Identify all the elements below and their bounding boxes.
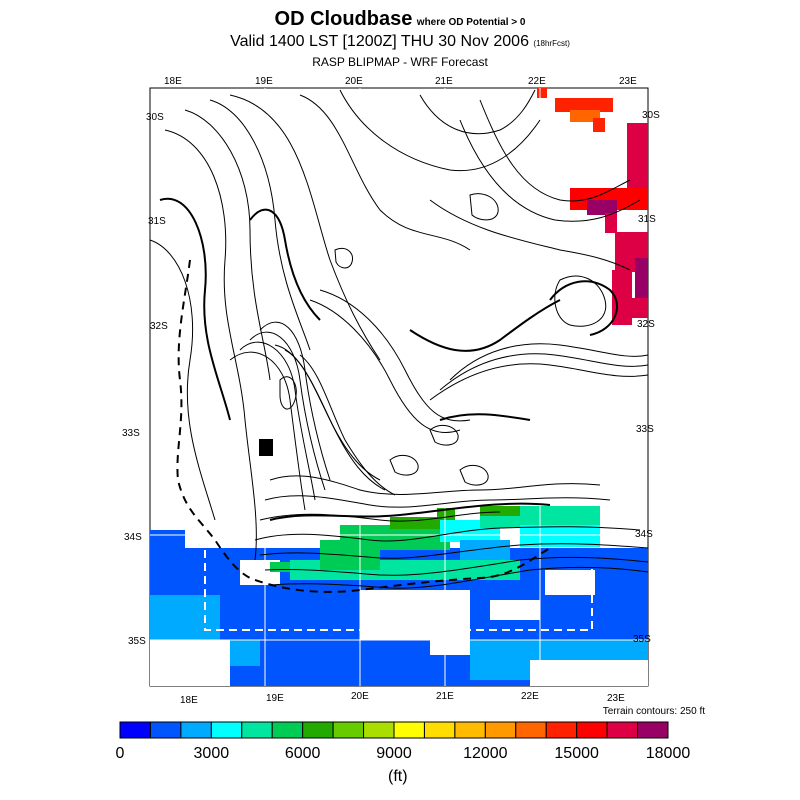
color-tick-label: 15000 (554, 745, 599, 762)
color-swatch (302, 721, 334, 739)
right-lat-label: 34S (635, 529, 653, 540)
top-lon-labels: 18E 19E 20E 21E 22E 23E (164, 76, 637, 87)
bottom-lon-label: 20E (351, 691, 369, 702)
color-swatch (545, 721, 578, 739)
left-lat-label: 31S (148, 216, 166, 227)
terrain-contours (149, 89, 649, 589)
color-swatch (210, 721, 243, 739)
color-tick-label: 9000 (376, 745, 412, 762)
right-lat-label: 31S (638, 214, 656, 225)
color-swatch (393, 721, 425, 739)
right-lat-label: 33S (636, 424, 654, 435)
bottom-lon-label: 19E (266, 693, 284, 704)
bottom-lon-label: 18E (180, 695, 198, 706)
color-swatch (149, 721, 182, 739)
color-tick-label: 3000 (194, 745, 230, 762)
left-lat-label: 30S (146, 112, 164, 123)
color-ticks: 0 3000 6000 9000 12000 15000 18000 (116, 745, 691, 762)
title-suffix: where OD Potential > 0 (416, 17, 526, 28)
color-swatches (119, 721, 669, 739)
forecast-source: RASP BLIPMAP - WRF Forecast (312, 55, 488, 69)
color-swatch (119, 721, 151, 739)
left-lat-label: 34S (124, 532, 142, 543)
forecast-hours: (18hrFcst) (533, 39, 570, 48)
right-lat-label: 35S (633, 634, 651, 645)
right-lat-label: 32S (637, 319, 655, 330)
inner-domain-box (204, 550, 593, 631)
valid-line: Valid 1400 LST [1200Z] THU 30 Nov 2006 (230, 33, 529, 50)
terrain-contours-major (159, 197, 619, 521)
left-lat-label: 33S (122, 428, 140, 439)
unit-label: (ft) (388, 768, 408, 785)
bottom-lon-label: 23E (607, 693, 625, 704)
right-lat-labels: 30S 31S 32S 33S 34S 35S (633, 110, 660, 645)
color-tick-label: 12000 (463, 745, 508, 762)
valid-time: Valid 1400 LST [1200Z] THU 30 Nov 2006 (… (0, 33, 800, 51)
bottom-lon-label: 22E (521, 691, 539, 702)
map-title: OD Cloudbase where OD Potential > 0 (0, 8, 800, 31)
color-tick-label: 6000 (285, 745, 321, 762)
bottom-lon-labels: 18E 19E 20E 21E 22E 23E (180, 691, 625, 706)
left-lat-labels: 30S 31S 32S 33S 34S 35S (122, 112, 168, 647)
top-lon-label: 21E (435, 76, 453, 87)
title-main: OD Cloudbase (274, 8, 413, 30)
top-lon-label: 19E (255, 76, 273, 87)
color-swatch (454, 721, 486, 739)
cloudbase-fill (150, 88, 648, 686)
color-swatch (423, 721, 456, 739)
color-swatch (332, 721, 365, 739)
coastline (176, 259, 551, 593)
top-lon-label: 23E (619, 76, 637, 87)
color-swatch (515, 721, 547, 739)
right-lat-label: 30S (642, 110, 660, 121)
color-swatch (180, 721, 212, 739)
left-lat-label: 35S (128, 636, 146, 647)
color-swatch (606, 721, 639, 739)
color-swatch (484, 721, 517, 739)
color-swatch (576, 721, 608, 739)
bottom-lon-label: 21E (436, 691, 454, 702)
color-swatch (363, 721, 395, 739)
color-swatch (271, 721, 304, 739)
terrain-note: Terrain contours: 250 ft (602, 706, 705, 717)
top-lon-label: 18E (164, 76, 182, 87)
color-tick-label: 0 (116, 745, 125, 762)
top-lon-label: 20E (345, 76, 363, 87)
color-swatch (241, 721, 273, 739)
color-tick-label: 18000 (646, 745, 691, 762)
left-lat-label: 32S (150, 321, 168, 332)
color-swatch (637, 721, 669, 739)
top-lon-label: 22E (528, 76, 546, 87)
